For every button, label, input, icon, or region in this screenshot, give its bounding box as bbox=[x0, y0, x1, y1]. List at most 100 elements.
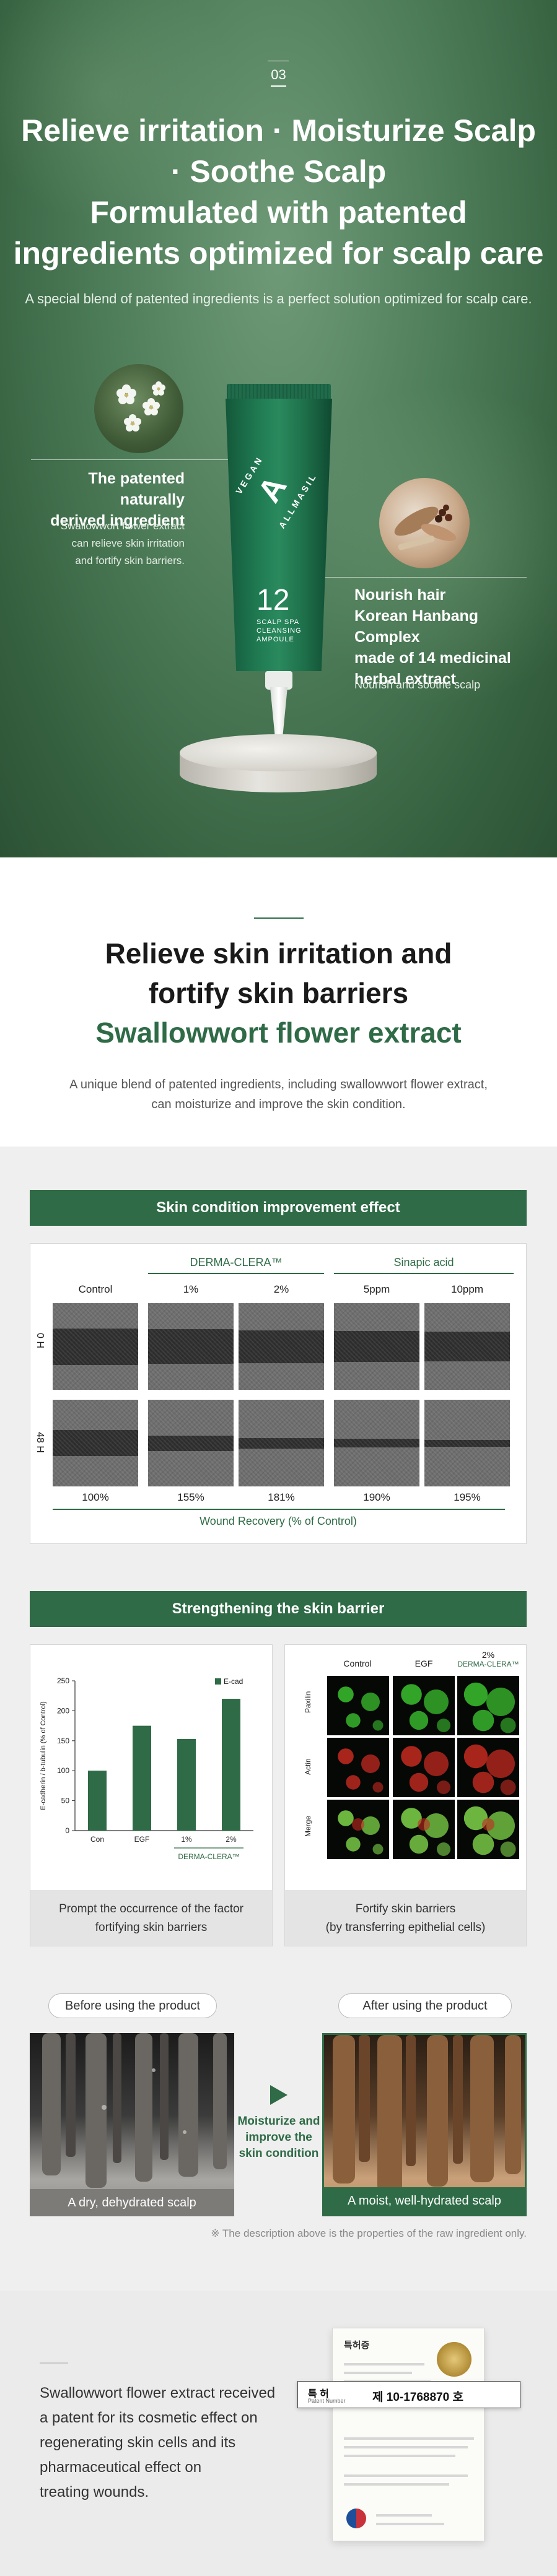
micro-row-label: Merge bbox=[304, 1815, 312, 1837]
y-axis-label: E-cadherin / b-tubulin (% of Control) bbox=[40, 1701, 47, 1810]
before-scalp-image: A dry, dehydrated scalp bbox=[30, 2033, 234, 2216]
hero-headline-line: · Soothe Scalp bbox=[170, 154, 387, 189]
recovery-value: 181% bbox=[268, 1491, 295, 1503]
legend-label: E-cad bbox=[224, 1677, 243, 1686]
wound-image bbox=[334, 1400, 419, 1486]
dry-scalp-illustration bbox=[42, 2033, 227, 2188]
x-tick-label: 2% bbox=[226, 1835, 237, 1844]
patent-label: 특 허 bbox=[308, 2389, 329, 2400]
wound-recovery-card: DERMA-CLERA™ Sinapic acid Control 100% 1% 1… bbox=[30, 1243, 527, 1544]
hero-section: 03 Relieve irritation · Moisturize Scalp… bbox=[0, 0, 557, 857]
disclaimer-note: ※ The description above is the propertie… bbox=[211, 2227, 527, 2239]
wound-image bbox=[53, 1303, 138, 1390]
korean-emblem-icon bbox=[346, 2509, 366, 2528]
microscopy-image bbox=[457, 1676, 519, 1735]
micro-row-label: Paxilin bbox=[304, 1691, 312, 1713]
chart-caption: Prompt the occurrence of the factor fort… bbox=[30, 1890, 272, 1946]
patent-section: Swallowwort flower extract received a pa… bbox=[0, 2291, 557, 2576]
divider bbox=[31, 459, 230, 460]
column-header: 2% bbox=[273, 1283, 289, 1295]
group-label: Sinapic acid bbox=[334, 1256, 514, 1274]
hero-headline: Relieve irritation · Moisturize Scalp · … bbox=[12, 110, 545, 274]
right-feature-desc: Nourish and soothe scalp bbox=[354, 679, 481, 691]
wound-image bbox=[148, 1400, 234, 1486]
micro-col-label: EGF bbox=[414, 1659, 433, 1668]
wound-image bbox=[334, 1303, 419, 1390]
herb-icon bbox=[394, 505, 457, 550]
before-pill: Before using the product bbox=[48, 1993, 217, 2018]
transition-text: Moisturize and improve the skin conditio… bbox=[237, 2115, 320, 2160]
divider bbox=[322, 577, 527, 578]
micro-col-sub: DERMA-CLERA™ bbox=[457, 1660, 519, 1668]
patent-text: Swallowwort flower extract received a pa… bbox=[40, 2385, 276, 2500]
y-tick-label: 150 bbox=[57, 1737, 69, 1745]
wound-recovery-label: Wound Recovery (% of Control) bbox=[200, 1515, 357, 1527]
wound-image bbox=[148, 1303, 234, 1390]
section-number: 03 bbox=[0, 61, 557, 87]
patent-number: 제 10-1768870 호 bbox=[372, 2391, 463, 2404]
after-caption: A moist, well-hydrated scalp bbox=[324, 2187, 525, 2214]
wound-image bbox=[53, 1400, 138, 1486]
ecad-chart-card: 0 50 100 150 200 250 E-cadherin / b-tubulin (%… bbox=[30, 1644, 273, 1946]
after-pill: After using the product bbox=[338, 1993, 512, 2018]
arrow-right-icon bbox=[270, 2085, 287, 2105]
recovery-value: 190% bbox=[363, 1491, 390, 1503]
recovery-value: 155% bbox=[177, 1491, 204, 1503]
hero-subtitle: A special blend of patented ingredients … bbox=[25, 291, 532, 306]
micro-col-label: 2% bbox=[481, 1650, 495, 1660]
wound-image bbox=[424, 1400, 510, 1486]
row-label: 0 H bbox=[35, 1333, 45, 1348]
row-label: 48 H bbox=[35, 1432, 45, 1453]
y-tick-label: 50 bbox=[61, 1797, 70, 1805]
bar-2pct bbox=[222, 1699, 240, 1831]
microscopy-image bbox=[393, 1676, 455, 1735]
stone-pedestal bbox=[180, 734, 377, 794]
microscopy-image bbox=[393, 1738, 455, 1797]
left-feature-desc: Swallowwort flower extract can relieve s… bbox=[60, 520, 185, 566]
legend-swatch bbox=[215, 1678, 221, 1685]
before-caption: A dry, dehydrated scalp bbox=[30, 2189, 234, 2216]
flower-icon bbox=[116, 381, 165, 432]
bar-1pct bbox=[177, 1738, 196, 1831]
microscopy-image bbox=[327, 1738, 389, 1797]
certificate-title: 특허증 bbox=[344, 2340, 370, 2351]
gold-seal-icon bbox=[437, 2342, 471, 2377]
microscopy-image bbox=[457, 1738, 519, 1797]
patent-label-en: Patent Number bbox=[308, 2398, 346, 2404]
y-tick-label: 200 bbox=[57, 1706, 69, 1715]
left-feature-title: The patented naturally derived ingredien… bbox=[50, 470, 185, 529]
improvement-heading: Skin condition improvement effect bbox=[30, 1190, 527, 1226]
micro-col-label: Control bbox=[343, 1659, 372, 1668]
patent-certificate: 특허증 bbox=[332, 2328, 485, 2541]
x-tick-label: Con bbox=[90, 1835, 104, 1844]
hero-headline-line: Relieve irritation · Moisturize Scalp bbox=[21, 113, 536, 148]
product-label: SCALP SPA CLEANSING AMPOULE bbox=[257, 618, 302, 643]
recovery-value: 100% bbox=[82, 1491, 109, 1503]
wound-image bbox=[424, 1303, 510, 1390]
column-header: 10ppm bbox=[451, 1283, 483, 1295]
column-header: 5ppm bbox=[363, 1283, 390, 1295]
hero-leaf-decoration bbox=[0, 0, 235, 223]
microscopy-image bbox=[327, 1800, 389, 1859]
recovery-value: 195% bbox=[454, 1491, 481, 1503]
section-divider bbox=[254, 917, 304, 919]
microscopy-image bbox=[327, 1676, 389, 1735]
wound-image bbox=[239, 1303, 324, 1390]
after-scalp-image: A moist, well-hydrated scalp bbox=[322, 2033, 527, 2216]
wound-image bbox=[239, 1400, 324, 1486]
x-tick-label: 1% bbox=[181, 1835, 192, 1844]
y-tick-label: 0 bbox=[65, 1826, 69, 1835]
microscopy-image bbox=[393, 1800, 455, 1859]
microscopy-image bbox=[457, 1800, 519, 1859]
ecad-bar-chart: 0 50 100 150 200 250 E-cadherin / b-tubulin (%… bbox=[40, 1676, 253, 1861]
divider bbox=[53, 1509, 505, 1510]
y-tick-label: 250 bbox=[57, 1676, 69, 1685]
swallowwort-flower-image bbox=[94, 364, 183, 453]
barrier-heading: Strengthening the skin barrier bbox=[30, 1591, 527, 1627]
micro-row-label: Actin bbox=[304, 1758, 312, 1775]
x-tick-label: EGF bbox=[134, 1835, 150, 1844]
divider bbox=[40, 2362, 68, 2364]
product-number: 12 bbox=[257, 584, 290, 617]
product-tube: VEGAN A ALLMASIL 12 SCALP SPA CLEANSING … bbox=[226, 384, 332, 743]
herbal-ingredients-image bbox=[379, 478, 470, 568]
